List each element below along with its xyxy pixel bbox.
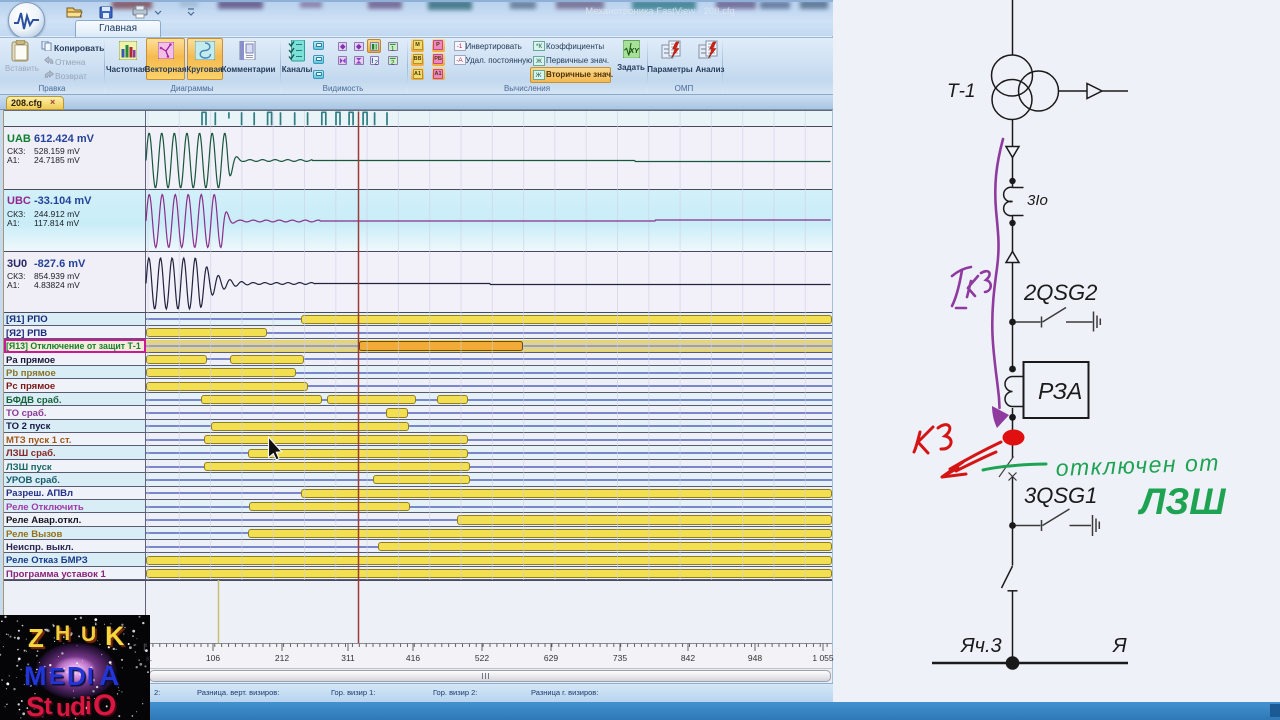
svg-text:3QSG1: 3QSG1 (1024, 483, 1097, 508)
svg-text:Т-1: Т-1 (947, 81, 976, 102)
svg-text:3Iо: 3Iо (1027, 192, 1048, 209)
svg-text:Я: Я (1112, 635, 1127, 657)
svg-text:1: 1 (391, 45, 395, 51)
svg-text:XY: XY (628, 46, 640, 54)
svg-text:Яч.3: Яч.3 (960, 635, 1002, 657)
svg-text:ЛЗШ: ЛЗШ (1137, 481, 1226, 522)
svg-text:2: 2 (374, 59, 378, 65)
svg-text:отключен от: отключен от (1055, 449, 1220, 481)
svg-text:РЗА: РЗА (1038, 378, 1082, 404)
svg-text:2: 2 (391, 59, 395, 65)
svg-text:2QSG2: 2QSG2 (1023, 280, 1097, 305)
